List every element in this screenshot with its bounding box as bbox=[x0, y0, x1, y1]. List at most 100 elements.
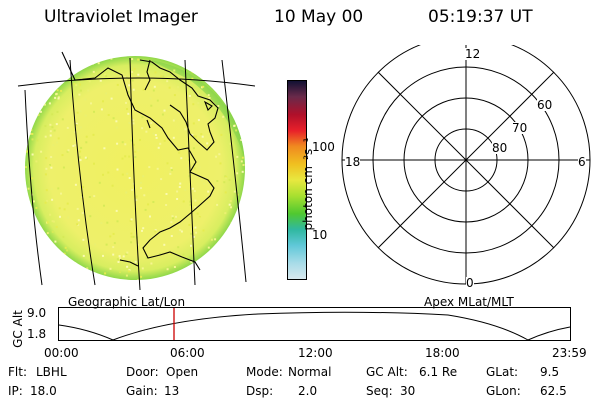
disk-speckle bbox=[28, 234, 31, 237]
timeline-x-tick-0600: 06:00 bbox=[170, 346, 205, 360]
disk-speckle bbox=[86, 267, 89, 270]
dsp-value: 2.0 bbox=[298, 384, 318, 398]
disk-speckle bbox=[79, 89, 82, 92]
disk-speckle bbox=[26, 150, 29, 153]
disk-speckle bbox=[150, 262, 153, 265]
disk-speckle bbox=[78, 93, 81, 96]
disk-speckle bbox=[66, 202, 69, 205]
disk-speckle bbox=[55, 225, 58, 228]
disk-speckle bbox=[28, 233, 31, 236]
disk-speckle bbox=[61, 56, 64, 59]
disk-speckle bbox=[29, 278, 32, 280]
disk-speckle bbox=[110, 57, 113, 60]
gcalt-value: 6.1 Re bbox=[419, 365, 458, 379]
disk-speckle bbox=[134, 150, 137, 153]
disk-speckle bbox=[128, 177, 131, 179]
disk-speckle bbox=[51, 230, 54, 233]
disk-speckle bbox=[113, 242, 116, 245]
disk-speckle bbox=[90, 102, 92, 105]
disk-speckle bbox=[75, 122, 78, 125]
disk-speckle bbox=[82, 60, 85, 63]
disk-speckle bbox=[43, 92, 46, 95]
disk-speckle bbox=[202, 85, 205, 88]
disk-speckle bbox=[116, 220, 119, 223]
disk-speckle bbox=[28, 230, 31, 233]
disk-speckle bbox=[60, 264, 62, 266]
disk-speckle bbox=[166, 268, 169, 271]
disk-speckle bbox=[116, 83, 119, 86]
disk-speckle bbox=[160, 178, 163, 181]
disk-speckle bbox=[85, 135, 88, 138]
disk-speckle bbox=[140, 187, 142, 190]
disk-speckle bbox=[42, 254, 45, 257]
disk-speckle bbox=[231, 111, 233, 114]
disk-speckle bbox=[175, 215, 177, 218]
disk-speckle bbox=[190, 260, 193, 263]
disk-speckle bbox=[198, 280, 200, 282]
disk-speckle bbox=[148, 122, 151, 125]
disk-speckle bbox=[196, 69, 199, 72]
disk-speckle bbox=[84, 114, 87, 117]
disk-speckle bbox=[130, 139, 133, 142]
disk-speckle bbox=[239, 96, 242, 99]
disk-speckle bbox=[207, 190, 210, 193]
disk-speckle bbox=[166, 162, 169, 165]
disk-speckle bbox=[51, 259, 54, 262]
disk-speckle bbox=[206, 142, 209, 145]
disk-speckle bbox=[194, 206, 197, 209]
disk-speckle bbox=[227, 77, 230, 80]
disk-speckle bbox=[57, 137, 60, 140]
disk-speckle bbox=[187, 116, 190, 119]
disk-speckle bbox=[74, 183, 77, 186]
disk-speckle bbox=[135, 199, 138, 201]
disk-speckle bbox=[82, 186, 85, 188]
instrument-title: Ultraviolet Imager bbox=[44, 7, 198, 27]
disk-speckle bbox=[172, 217, 174, 220]
disk-speckle bbox=[132, 70, 135, 73]
disk-speckle bbox=[133, 143, 135, 146]
disk-speckle bbox=[67, 149, 70, 152]
disk-speckle bbox=[210, 238, 213, 241]
disk-speckle bbox=[193, 235, 195, 238]
disk-speckle bbox=[204, 99, 207, 102]
disk-speckle bbox=[184, 128, 187, 131]
disk-speckle bbox=[42, 265, 45, 268]
disk-speckle bbox=[216, 253, 219, 256]
disk-speckle bbox=[76, 111, 79, 114]
disk-speckle bbox=[65, 69, 68, 71]
disk-speckle bbox=[124, 76, 127, 79]
disk-speckle bbox=[45, 157, 48, 160]
disk-speckle bbox=[137, 73, 140, 76]
disk-speckle bbox=[243, 247, 245, 250]
disk-speckle bbox=[35, 70, 38, 73]
disk-speckle bbox=[234, 56, 236, 59]
disk-speckle bbox=[50, 166, 53, 169]
disk-speckle bbox=[37, 114, 40, 116]
disk-speckle bbox=[44, 125, 47, 127]
disk-speckle bbox=[196, 92, 199, 95]
disk-speckle bbox=[201, 135, 204, 138]
disk-speckle bbox=[48, 70, 51, 73]
disk-speckle bbox=[157, 146, 160, 149]
disk-speckle bbox=[73, 82, 76, 85]
disk-speckle bbox=[51, 113, 54, 116]
disk-speckle bbox=[59, 215, 61, 218]
disk-speckle bbox=[130, 235, 133, 238]
disk-speckle bbox=[178, 151, 181, 154]
disk-speckle bbox=[173, 266, 176, 268]
disk-speckle bbox=[50, 156, 53, 158]
disk-speckle bbox=[152, 132, 155, 135]
disk-speckle bbox=[240, 139, 243, 141]
disk-speckle bbox=[25, 150, 28, 153]
disk-speckle bbox=[115, 209, 118, 212]
disk-speckle bbox=[63, 252, 66, 255]
disk-speckle bbox=[43, 60, 45, 63]
dsp-key: Dsp: bbox=[246, 384, 274, 398]
disk-speckle bbox=[112, 253, 115, 256]
glon-key: GLon: bbox=[486, 384, 521, 398]
disk-speckle bbox=[180, 157, 183, 160]
disk-speckle bbox=[238, 249, 241, 252]
disk-speckle bbox=[237, 236, 240, 239]
disk-speckle bbox=[149, 215, 151, 218]
disk-speckle bbox=[194, 199, 197, 202]
